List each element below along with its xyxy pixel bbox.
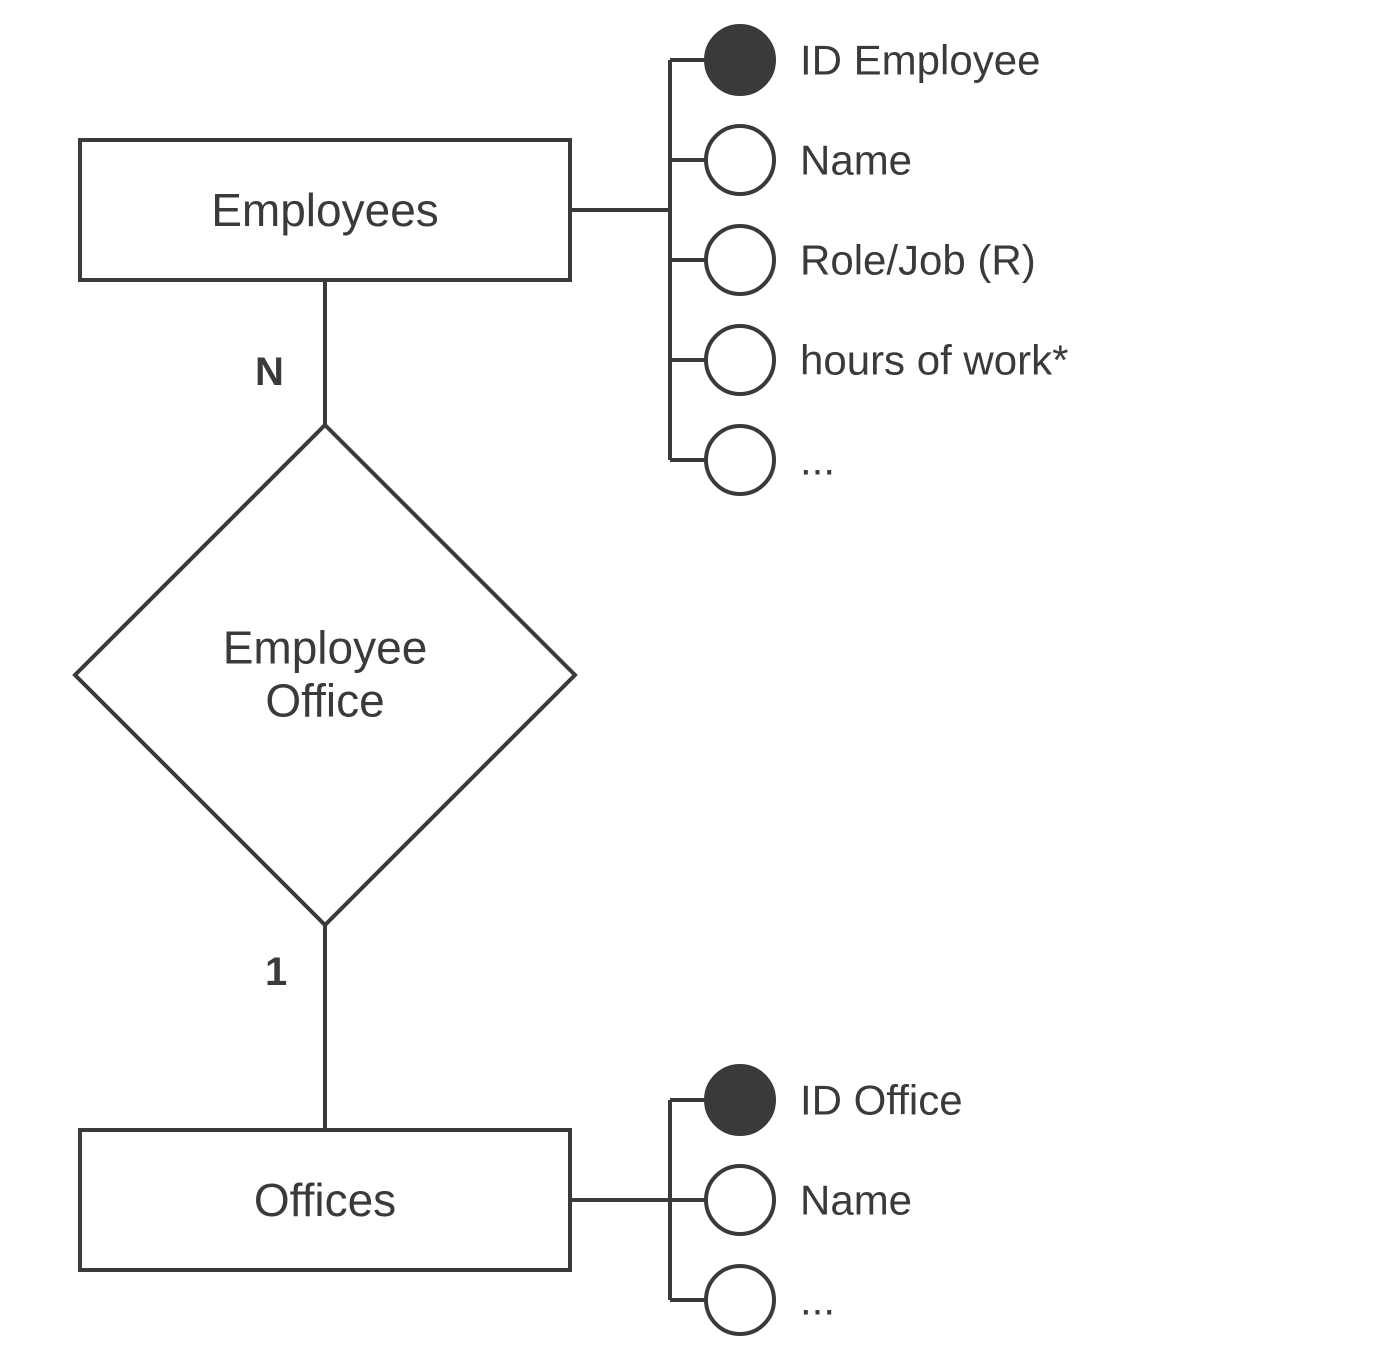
attr-circle-employees-4 xyxy=(706,426,774,494)
attr-circle-offices-2 xyxy=(706,1266,774,1334)
entity-offices-label: Offices xyxy=(254,1174,396,1226)
er-diagram: EmployeesOfficesEmployeeOfficeN1ID Emplo… xyxy=(0,0,1378,1352)
attr-label-employees-3: hours of work* xyxy=(800,337,1068,384)
attr-label-employees-1: Name xyxy=(800,137,912,184)
entity-employees-label: Employees xyxy=(211,184,439,236)
attr-circle-employees-3 xyxy=(706,326,774,394)
attr-circle-employees-1 xyxy=(706,126,774,194)
attr-label-employees-4: ... xyxy=(800,437,835,484)
attr-label-offices-0: ID Office xyxy=(800,1077,963,1124)
attr-label-offices-1: Name xyxy=(800,1177,912,1224)
cardinality-1: 1 xyxy=(265,950,287,994)
cardinality-N: N xyxy=(255,350,284,394)
attr-circle-offices-0-key xyxy=(706,1066,774,1134)
attr-circle-offices-1 xyxy=(706,1166,774,1234)
attr-label-employees-0: ID Employee xyxy=(800,37,1040,84)
attr-circle-employees-0-key xyxy=(706,26,774,94)
attr-label-employees-2: Role/Job (R) xyxy=(800,237,1036,284)
attr-circle-employees-2 xyxy=(706,226,774,294)
attr-label-offices-2: ... xyxy=(800,1277,835,1324)
